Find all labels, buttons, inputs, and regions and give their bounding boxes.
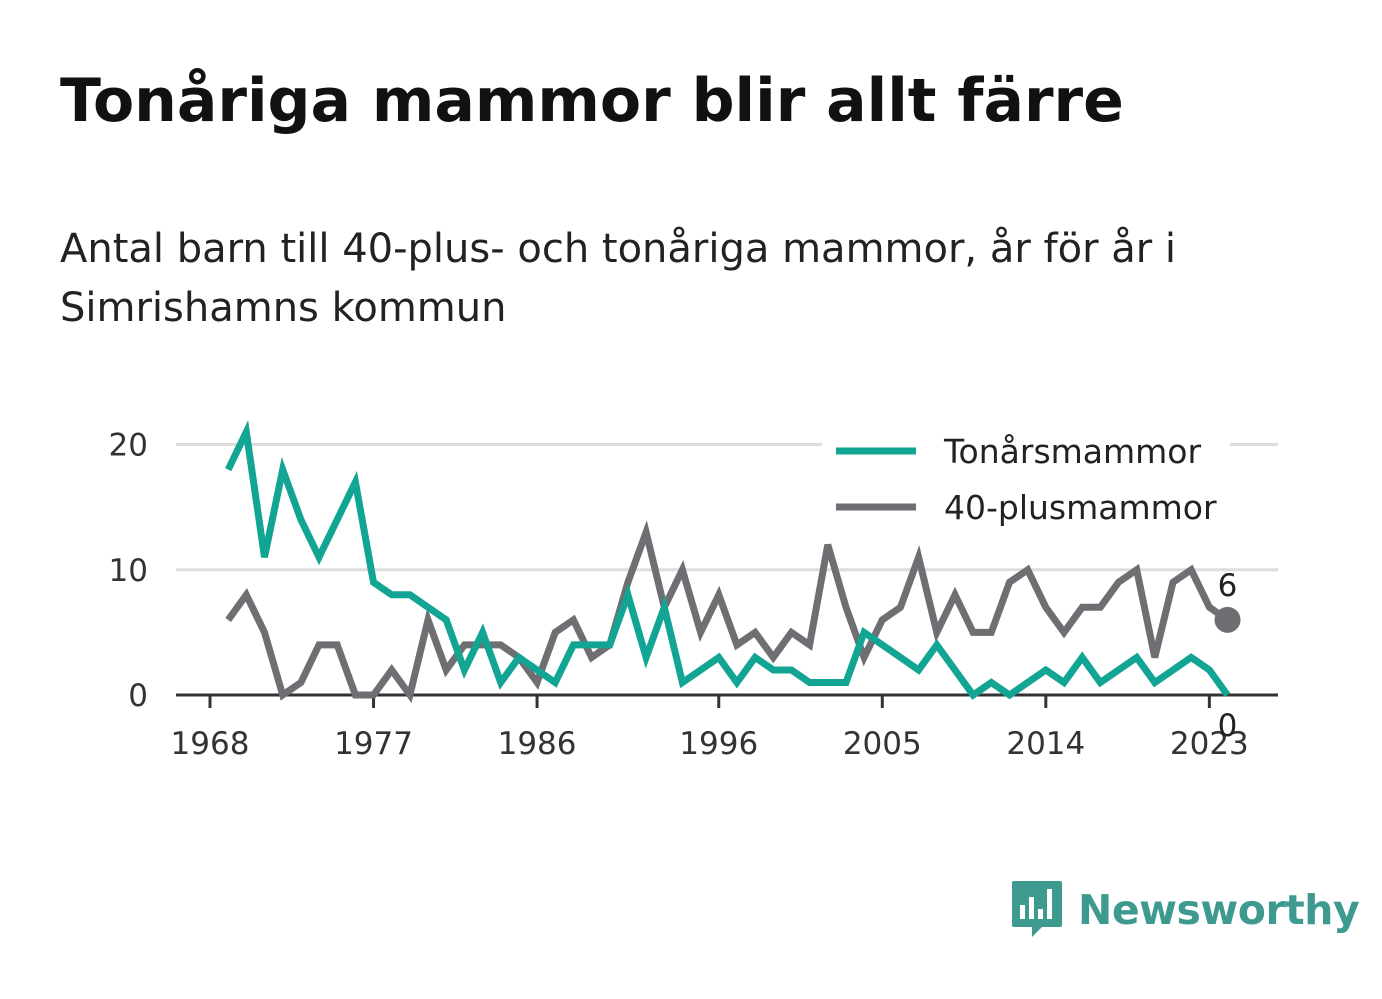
legend-label-tonarsmammor: Tonårsmammor xyxy=(943,432,1201,471)
end-label-40-plusmammor: 6 xyxy=(1218,568,1238,604)
y-tick-label-10: 10 xyxy=(109,553,148,589)
end-point-40-plusmammor xyxy=(1214,606,1241,633)
brand-name: Newsworthy xyxy=(1078,886,1360,934)
x-tick-label-2023: 2023 xyxy=(1170,726,1249,762)
chart-title: Tonåriga mammor blir allt färre xyxy=(60,66,1124,136)
x-tick-label-1968: 1968 xyxy=(171,726,250,762)
y-tick-label-20: 20 xyxy=(109,428,148,464)
series-line-tonarsmammor xyxy=(225,420,1231,700)
x-tick-label-1977: 1977 xyxy=(334,726,413,762)
newsworthy-logo-icon xyxy=(1012,881,1062,937)
x-tick-label-1986: 1986 xyxy=(498,726,577,762)
chart-subtitle: Antal barn till 40-plus- och tonåriga ma… xyxy=(60,226,1177,331)
legend-label-40-plusmammor: 40-plusmammor xyxy=(944,488,1217,527)
series-lines xyxy=(225,420,1231,704)
legend: Tonårsmammor 40-plusmammor xyxy=(822,426,1230,538)
series-line-40-plusmammor xyxy=(225,520,1230,704)
x-tick-label-2005: 2005 xyxy=(843,726,922,762)
legend-background xyxy=(822,426,1230,538)
x-tick-label-2014: 2014 xyxy=(1006,726,1085,762)
end-label-tonarsmammor: 0 xyxy=(1218,708,1238,744)
x-tick-label-1996: 1996 xyxy=(679,726,758,762)
end-labels: 60 xyxy=(1214,568,1241,744)
newsworthy-logo: Newsworthy xyxy=(1010,878,1360,942)
y-axis-ticks: 0 10 20 xyxy=(109,428,148,714)
y-tick-label-0: 0 xyxy=(128,678,148,714)
x-axis: 1968 1977 1986 1996 2005 2014 2023 xyxy=(171,693,1278,762)
